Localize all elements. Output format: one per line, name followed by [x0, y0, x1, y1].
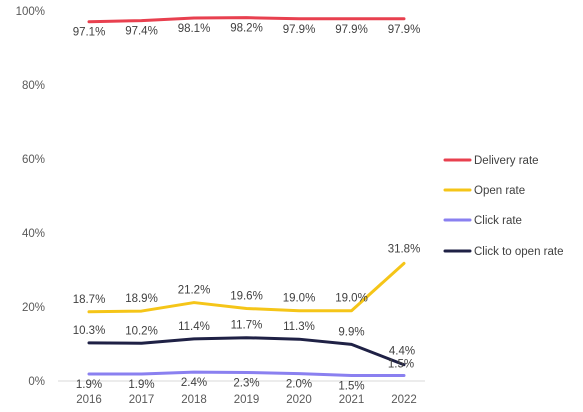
- data-label: 11.7%: [231, 320, 263, 332]
- data-label: 1.5%: [338, 380, 364, 392]
- data-label: 98.2%: [230, 23, 263, 35]
- y-tick-label: 100%: [16, 6, 45, 18]
- data-labels: 97.1% 97.4% 98.1% 98.2% 97.9% 97.9% 97.9% 18.7%…: [73, 23, 421, 393]
- data-label: 1.5%: [388, 358, 414, 370]
- data-label: 2.4%: [181, 377, 207, 389]
- series-line: [87, 370, 406, 377]
- x-tick-label: 2018: [181, 394, 207, 406]
- data-label: 10.2%: [125, 325, 158, 337]
- data-label: 31.8%: [388, 243, 421, 255]
- y-tick-label: 20%: [22, 302, 45, 314]
- x-tick-label: 2020: [286, 394, 312, 406]
- series-line: [87, 261, 406, 314]
- legend-label: Click rate: [474, 215, 522, 227]
- data-label: 9.9%: [338, 326, 364, 338]
- data-label: 19.0%: [283, 293, 316, 305]
- data-label: 1.9%: [76, 379, 102, 391]
- data-label: 18.9%: [125, 293, 158, 305]
- x-tick-label: 2019: [234, 394, 260, 406]
- x-axis-ticks: 2016 2017 2018 2019 2020 2021 2022: [76, 394, 417, 406]
- y-tick-label: 0%: [28, 376, 45, 388]
- data-label: 97.9%: [388, 24, 421, 36]
- series-line: [87, 336, 406, 367]
- data-label: 97.4%: [125, 26, 158, 38]
- data-label: 1.9%: [128, 379, 154, 391]
- data-label: 11.3%: [283, 321, 315, 333]
- legend-label: Open rate: [474, 185, 525, 197]
- legend-label: Click to open rate: [474, 246, 564, 258]
- y-tick-label: 60%: [22, 154, 45, 166]
- data-label: 97.9%: [283, 24, 316, 36]
- data-label: 11.4%: [178, 321, 210, 333]
- y-tick-label: 80%: [22, 80, 45, 92]
- data-label: 18.7%: [73, 294, 106, 306]
- series-line: [87, 16, 406, 24]
- y-tick-label: 40%: [22, 228, 45, 240]
- data-label: 98.1%: [178, 23, 211, 35]
- x-tick-label: 2017: [129, 394, 155, 406]
- legend: Delivery rate Open rate Click rate Click to…: [443, 155, 564, 258]
- data-label: 19.6%: [230, 290, 263, 302]
- data-label: 10.3%: [73, 325, 106, 337]
- data-label: 2.0%: [286, 379, 312, 391]
- data-label: 21.2%: [178, 285, 211, 297]
- series-lines: [87, 16, 406, 377]
- x-tick-label: 2016: [76, 394, 102, 406]
- y-axis-ticks: 0% 20% 40% 60% 80% 100%: [16, 6, 45, 388]
- data-label: 4.4%: [389, 346, 415, 358]
- data-label: 19.0%: [335, 293, 368, 305]
- legend-label: Delivery rate: [474, 155, 539, 167]
- data-label: 97.9%: [335, 24, 368, 36]
- data-label: 2.3%: [233, 377, 259, 389]
- data-label: 97.1%: [73, 27, 106, 39]
- x-tick-label: 2022: [391, 394, 417, 406]
- x-tick-label: 2021: [339, 394, 365, 406]
